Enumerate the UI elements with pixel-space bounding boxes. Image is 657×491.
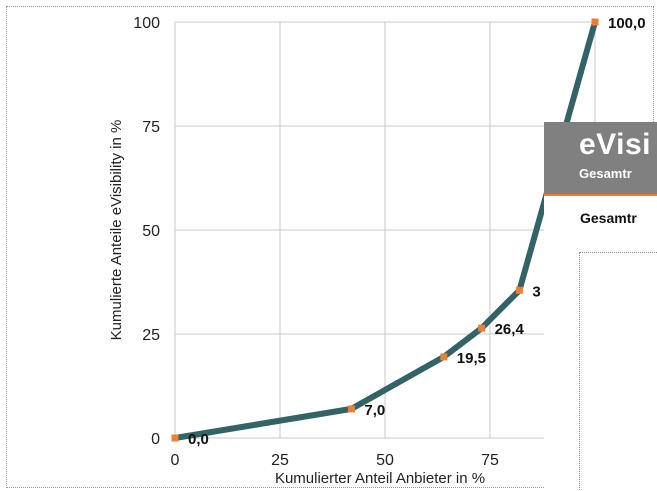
data-labels: 0,0 7,0 19,5 26,4 3 100,0	[188, 15, 646, 448]
panel-content-box	[579, 252, 657, 491]
series-cumulative-curve	[171, 18, 599, 442]
data-point-marker	[171, 434, 179, 442]
x-tick-label: 25	[271, 452, 289, 469]
panel-header: eVisi Gesamtr	[544, 122, 657, 194]
data-label: 7,0	[364, 402, 385, 419]
data-label: 100,0	[608, 15, 646, 32]
panel-title: eVisi	[579, 128, 652, 161]
x-tick-label: 50	[376, 452, 394, 469]
x-tick-label: 75	[481, 452, 499, 469]
y-tick-label: 25	[142, 327, 160, 344]
y-axis-title: Kumulierte Anteile eVisibility in %	[108, 120, 125, 341]
panel-heading: Gesamtr	[580, 210, 637, 226]
y-tick-label: 100	[133, 15, 160, 32]
curve-line	[172, 19, 598, 441]
data-label: 19,5	[457, 350, 486, 367]
data-point-marker	[515, 286, 523, 294]
data-point-marker	[478, 324, 486, 332]
data-point-marker	[440, 353, 448, 361]
data-label: 26,4	[495, 321, 525, 338]
data-label: 0,0	[188, 431, 209, 448]
panel-subtitle: Gesamtr	[579, 166, 632, 181]
data-point-marker	[591, 18, 599, 26]
y-tick-label: 50	[142, 223, 160, 240]
grid	[174, 21, 596, 439]
axis-titles: Kumulierter Anteil Anbieter in % Kumulie…	[108, 120, 485, 487]
panel-divider	[544, 194, 657, 196]
data-point-marker	[347, 405, 355, 413]
x-axis-title: Kumulierter Anteil Anbieter in %	[275, 470, 485, 487]
evisibility-panel: eVisi Gesamtr Gesamtr	[544, 122, 657, 491]
data-label: 3	[532, 283, 540, 300]
x-tick-label: 0	[171, 452, 180, 469]
y-tick-label: 0	[151, 431, 160, 448]
y-tick-label: 75	[142, 119, 160, 136]
axis-ticks: 0 25 50 75 100 0 25 50 75	[133, 15, 499, 469]
